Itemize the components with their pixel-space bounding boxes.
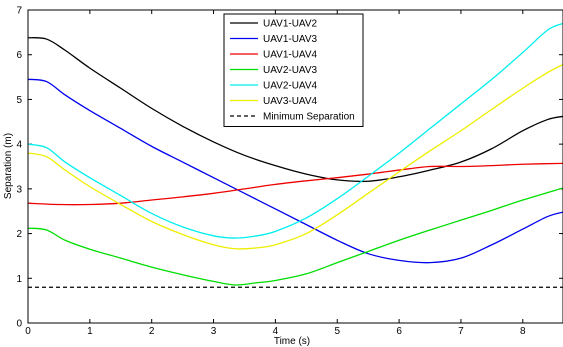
x-tick-label: 4: [273, 326, 279, 337]
x-tick-label: 7: [458, 326, 464, 337]
y-tick-label: 1: [16, 274, 22, 285]
legend-label: UAV3-UAV4: [263, 96, 318, 107]
x-tick-label: 6: [396, 326, 402, 337]
series-line-uav3-uav4: [27, 63, 563, 250]
axis-ticks: 0 1 2 3 4 5 6 7 8 0 1 2 3 4 5 6 7: [16, 6, 563, 337]
x-tick-label: 8: [520, 326, 526, 337]
legend-label: Minimum Separation: [263, 112, 355, 123]
x-tick-label: 1: [87, 326, 93, 337]
legend-label: UAV1-UAV3: [263, 34, 318, 45]
series-line-uav1-uav3: [27, 78, 563, 264]
x-tick-label: 3: [211, 326, 217, 337]
legend-label: UAV1-UAV4: [263, 50, 318, 61]
y-tick-label: 7: [16, 6, 22, 17]
series-line-uav2-uav3: [27, 187, 563, 286]
series-lines: [27, 22, 563, 288]
x-tick-label: 0: [25, 326, 31, 337]
x-axis-label: Time (s): [274, 336, 310, 347]
x-tick-label: 2: [149, 326, 155, 337]
plot-frame: [27, 9, 563, 324]
y-tick-label: 2: [16, 229, 22, 240]
y-tick-label: 0: [16, 319, 22, 330]
legend-label: UAV2-UAV4: [263, 81, 318, 92]
legend: UAV1-UAV2 UAV1-UAV3 UAV1-UAV4 UAV2-UAV3 UAV2…: [223, 13, 364, 127]
x-tick-label: 5: [334, 326, 340, 337]
y-tick-label: 5: [16, 95, 22, 106]
y-axis-label: Separation (m): [3, 133, 14, 199]
y-tick-label: 6: [16, 50, 22, 61]
legend-label: UAV2-UAV3: [263, 65, 318, 76]
legend-box: [223, 13, 364, 127]
y-tick-label: 4: [16, 140, 22, 151]
y-tick-label: 3: [16, 184, 22, 195]
series-line-uav2-uav4: [27, 22, 563, 239]
legend-label: UAV1-UAV2: [263, 19, 318, 30]
series-line-uav1-uav2: [27, 37, 563, 183]
